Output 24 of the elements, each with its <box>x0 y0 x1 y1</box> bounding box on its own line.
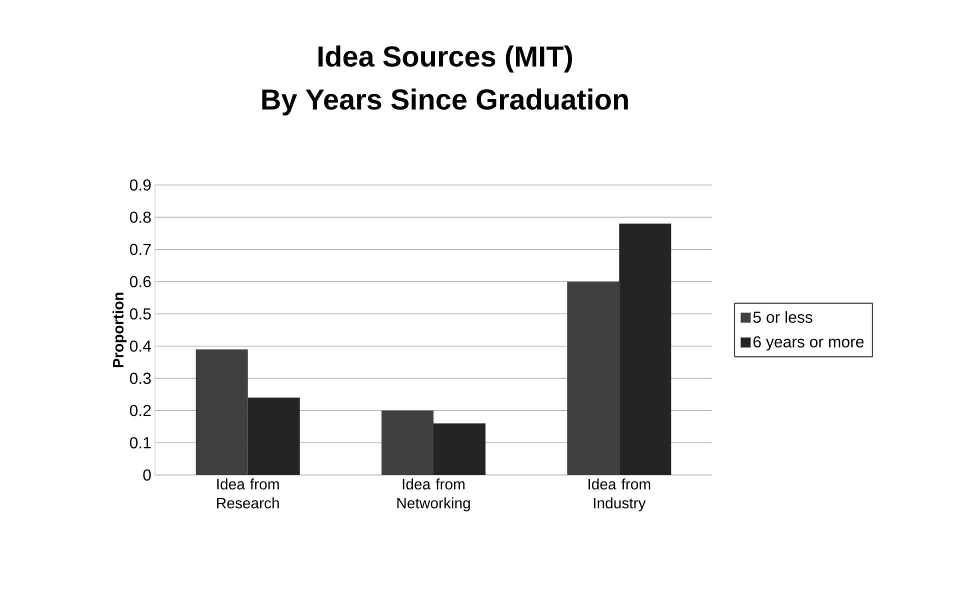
y-tick-label: 0.7 <box>130 244 151 256</box>
y-tick-label: 0 <box>143 469 151 481</box>
chart-subtitle: By Years Since Graduation <box>262 88 628 116</box>
y-axis-title: Proportion <box>112 292 126 368</box>
y-tick-label: 0.6 <box>130 276 151 288</box>
bar <box>619 224 672 475</box>
bar <box>567 282 620 475</box>
bar <box>196 349 248 475</box>
chart-title: Idea Sources (MIT) <box>318 46 572 72</box>
y-tick-label: 0.8 <box>130 212 151 223</box>
bar <box>434 423 486 475</box>
legend-label: 5 or less <box>753 311 812 323</box>
y-tick-label: 0.5 <box>130 308 151 320</box>
y-tick-label: 0.9 <box>130 179 151 191</box>
x-tick-label: Idea from Networking <box>397 478 470 512</box>
y-tick-label: 0.2 <box>130 404 151 416</box>
bar <box>248 398 300 475</box>
y-tick-label: 0.1 <box>130 437 151 448</box>
x-tick-label: Idea from Research <box>217 478 279 508</box>
y-tick-label: 0.4 <box>130 340 152 352</box>
bar <box>382 410 434 475</box>
legend-label: 6 years or more <box>753 336 864 351</box>
y-tick-label: 0.3 <box>130 372 151 384</box>
x-tick-label: Idea from Industry <box>588 478 650 512</box>
